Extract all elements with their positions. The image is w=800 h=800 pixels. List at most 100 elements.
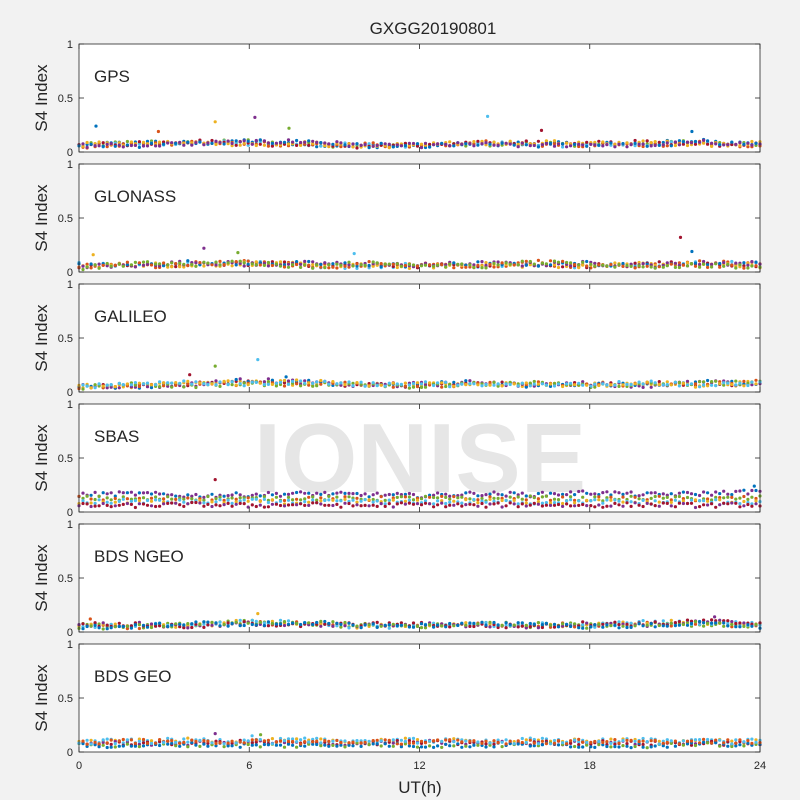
data-point (726, 619, 730, 623)
y-tick-label: 0.5 (58, 333, 73, 345)
data-point (613, 742, 617, 746)
data-point (250, 738, 254, 742)
data-point (194, 620, 198, 624)
data-point (536, 382, 541, 386)
data-point (97, 745, 101, 749)
data-point (218, 620, 222, 624)
data-point (315, 739, 319, 743)
data-point (182, 500, 186, 504)
data-point (633, 739, 637, 744)
data-point (432, 383, 436, 388)
data-point (609, 493, 613, 497)
data-point (508, 490, 512, 494)
data-point (411, 736, 416, 741)
data-point (242, 381, 246, 385)
data-point (734, 741, 738, 745)
data-point (472, 382, 476, 386)
data-point (565, 493, 569, 497)
data-point (436, 381, 440, 385)
data-point (85, 494, 89, 498)
data-point (117, 490, 121, 494)
data-point (391, 385, 395, 389)
data-point (468, 263, 472, 267)
data-point (351, 384, 355, 388)
data-point (411, 492, 416, 497)
data-point (133, 260, 137, 264)
data-point (246, 496, 250, 500)
data-point (726, 502, 730, 506)
data-point (133, 143, 137, 147)
data-point (480, 499, 484, 503)
data-point (750, 383, 754, 387)
data-point (726, 381, 730, 385)
data-point (206, 494, 210, 499)
data-point (726, 262, 730, 266)
data-point (282, 384, 287, 388)
y-tick-label: 1 (67, 639, 73, 651)
data-point (484, 141, 488, 145)
data-point (520, 381, 524, 385)
data-point (403, 742, 407, 746)
data-point (202, 501, 206, 505)
data-point (492, 380, 496, 385)
data-point (472, 743, 476, 747)
data-point (323, 619, 327, 624)
data-point (226, 741, 230, 745)
data-point (484, 382, 488, 387)
data-point (552, 384, 557, 388)
data-point (371, 739, 375, 743)
data-point (677, 623, 682, 627)
data-point (540, 625, 545, 630)
data-point (669, 739, 673, 743)
data-point (536, 380, 541, 384)
data-point (565, 622, 569, 627)
data-point (693, 505, 698, 510)
data-point (335, 266, 339, 270)
data-point (452, 740, 456, 744)
data-point (206, 502, 210, 506)
data-point (532, 737, 536, 742)
y-tick-label: 1 (67, 399, 73, 411)
data-point (524, 504, 528, 508)
chart-title: GXGG20190801 (370, 19, 497, 38)
data-point (149, 386, 154, 390)
data-point (214, 500, 218, 504)
data-point (540, 743, 545, 747)
data-point (125, 627, 129, 631)
data-point (109, 745, 113, 749)
data-point (202, 739, 206, 743)
data-point (689, 743, 694, 747)
data-point (295, 737, 299, 741)
data-point (617, 380, 621, 384)
data-point (206, 620, 210, 624)
data-point (387, 146, 391, 150)
data-point (500, 498, 504, 503)
data-point (129, 744, 133, 748)
data-point (645, 139, 649, 143)
data-point (154, 490, 158, 494)
data-point (101, 263, 105, 267)
data-point (448, 497, 452, 501)
data-point (423, 745, 428, 749)
data-point (472, 621, 476, 626)
y-tick-label: 1 (67, 279, 73, 291)
y-tick-label: 1 (67, 519, 73, 531)
data-point (440, 501, 444, 505)
data-point (154, 622, 158, 626)
data-point (395, 262, 399, 266)
data-point (351, 744, 355, 748)
data-point (585, 740, 589, 745)
data-point (698, 385, 702, 389)
data-point (561, 624, 565, 628)
data-point (323, 379, 327, 383)
data-point (311, 266, 315, 270)
data-point (327, 498, 331, 502)
data-point (113, 504, 117, 508)
data-point (428, 381, 432, 385)
data-point (347, 265, 351, 269)
data-point (698, 619, 702, 624)
data-point (722, 501, 726, 505)
data-point (129, 490, 133, 494)
data-point (657, 140, 661, 144)
data-point (327, 744, 331, 748)
